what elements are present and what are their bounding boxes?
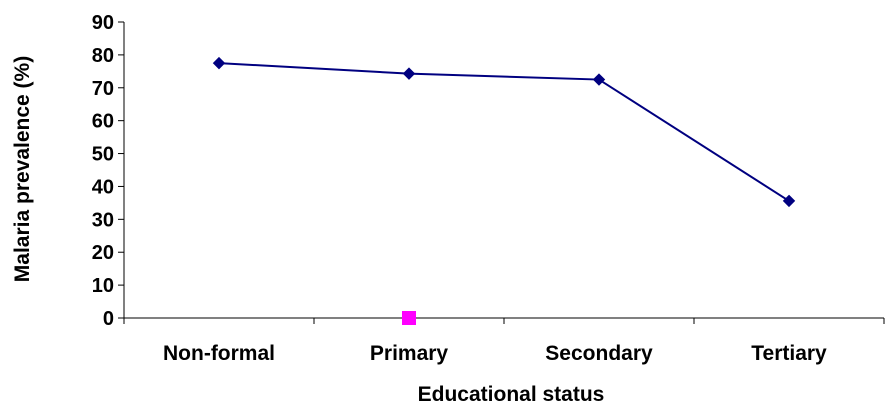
data-point-marker (592, 73, 606, 86)
y-tick-label: 40 (92, 176, 114, 198)
y-tick-label: 60 (92, 111, 114, 133)
x-tick-label: Non-formal (163, 342, 275, 365)
y-tick-label: 20 (92, 242, 114, 264)
y-tick-label: 10 (92, 275, 114, 297)
x-tick-label: Secondary (545, 342, 653, 365)
axes (123, 22, 884, 319)
y-tick-label: 0 (103, 308, 114, 330)
y-tick-label: 50 (92, 144, 114, 166)
y-tick-label: 70 (92, 78, 114, 100)
x-tick-label: Tertiary (751, 342, 827, 365)
x-tick-label: Primary (370, 342, 449, 365)
data-point-marker (782, 194, 796, 208)
data-point-marker (402, 67, 416, 80)
x-axis-ticks: Non-formal Primary Secondary Tertiary (123, 318, 885, 365)
x-axis-title: Educational status (418, 383, 605, 406)
y-axis-ticks: 0 10 20 30 40 50 60 70 80 90 (92, 12, 124, 330)
series-layer (212, 56, 796, 325)
y-axis-title: Malaria prevalence (%) (11, 56, 34, 282)
y-tick-label: 90 (92, 12, 114, 34)
y-tick-label: 30 (92, 209, 114, 231)
y-tick-label: 80 (92, 45, 114, 67)
data-point-marker (402, 311, 416, 325)
series-1-line (218, 62, 790, 202)
data-point-marker (212, 56, 226, 70)
